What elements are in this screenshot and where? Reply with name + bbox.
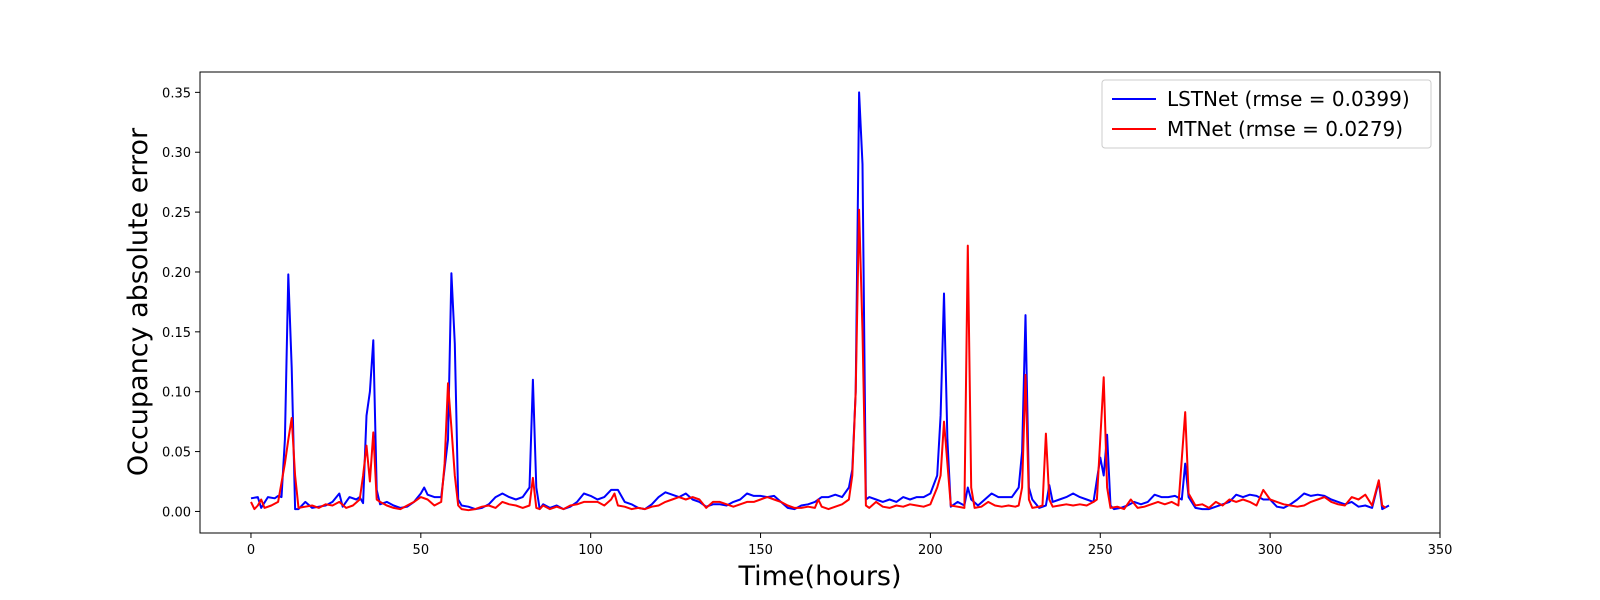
- x-axis-ticks: 0 50 100 150 200 250 300 350: [247, 533, 1453, 558]
- legend: LSTNet (rmse = 0.0399) MTNet (rmse = 0.0…: [1101, 79, 1432, 149]
- x-tick-label: 0: [247, 543, 255, 558]
- x-tick-label: 150: [748, 543, 773, 558]
- x-axis-title: Time(hours): [737, 561, 901, 592]
- y-tick-label: 0.25: [162, 206, 191, 221]
- legend-box: [1101, 79, 1432, 149]
- x-tick-label: 250: [1088, 543, 1113, 558]
- legend-label-lstnet: LSTNet (rmse = 0.0399): [1167, 87, 1410, 111]
- x-tick-label: 50: [413, 543, 430, 558]
- legend-label-mtnet: MTNet (rmse = 0.0279): [1167, 117, 1403, 141]
- x-tick-label: 350: [1428, 543, 1453, 558]
- y-tick-label: 0.35: [162, 86, 191, 101]
- x-tick-label: 200: [918, 543, 943, 558]
- y-axis-title: Occupancy absolute error: [123, 127, 154, 476]
- y-tick-label: 0.00: [162, 505, 191, 520]
- y-tick-label: 0.15: [162, 326, 191, 341]
- axes-frame: [199, 71, 1441, 534]
- y-tick-label: 0.20: [162, 266, 191, 281]
- y-tick-label: 0.10: [162, 386, 191, 401]
- y-axis-ticks: 0.00 0.05 0.10 0.15 0.20 0.25 0.30 0.35: [162, 86, 200, 520]
- x-tick-label: 300: [1258, 543, 1283, 558]
- series-layer: [250, 91, 1390, 512]
- y-tick-label: 0.30: [162, 146, 191, 161]
- series-line-mtnet: [250, 208, 1387, 512]
- plot-area: [250, 91, 1390, 512]
- x-tick-label: 100: [578, 543, 603, 558]
- y-tick-label: 0.05: [162, 446, 191, 461]
